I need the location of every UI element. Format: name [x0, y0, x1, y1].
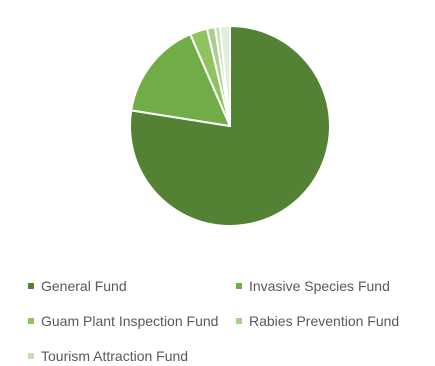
legend-item-general-fund: General Fund: [28, 276, 127, 296]
legend-label-guam-plant-inspection-fund: Guam Plant Inspection Fund: [41, 313, 219, 329]
legend-label-rabies-prevention-fund: Rabies Prevention Fund: [249, 313, 400, 329]
legend-label-tourism-attraction-fund: Tourism Attraction Fund: [41, 348, 189, 364]
chart-legend: General Fund Invasive Species Fund Guam …: [28, 272, 428, 364]
legend-swatch-tourism-attraction-fund: [28, 353, 34, 359]
legend-item-guam-plant-inspection-fund: Guam Plant Inspection Fund: [28, 311, 218, 331]
legend-swatch-invasive-species-fund: [236, 283, 242, 289]
legend-item-rabies-prevention-fund: Rabies Prevention Fund: [236, 311, 399, 331]
legend-swatch-rabies-prevention-fund: [236, 318, 242, 324]
legend-item-invasive-species-fund: Invasive Species Fund: [236, 276, 390, 296]
pie-slice-slice-5: [218, 24, 231, 127]
pie-chart: [129, 24, 331, 227]
legend-label-invasive-species-fund: Invasive Species Fund: [249, 278, 390, 294]
legend-item-tourism-attraction-fund: Tourism Attraction Fund: [28, 346, 188, 366]
pie-slice-invasive-species-fund: [130, 33, 231, 127]
legend-swatch-guam-plant-inspection-fund: [28, 318, 34, 324]
legend-label-general-fund: General Fund: [41, 278, 127, 294]
pie-chart-svg: [129, 24, 331, 227]
legend-swatch-general-fund: [28, 283, 34, 289]
